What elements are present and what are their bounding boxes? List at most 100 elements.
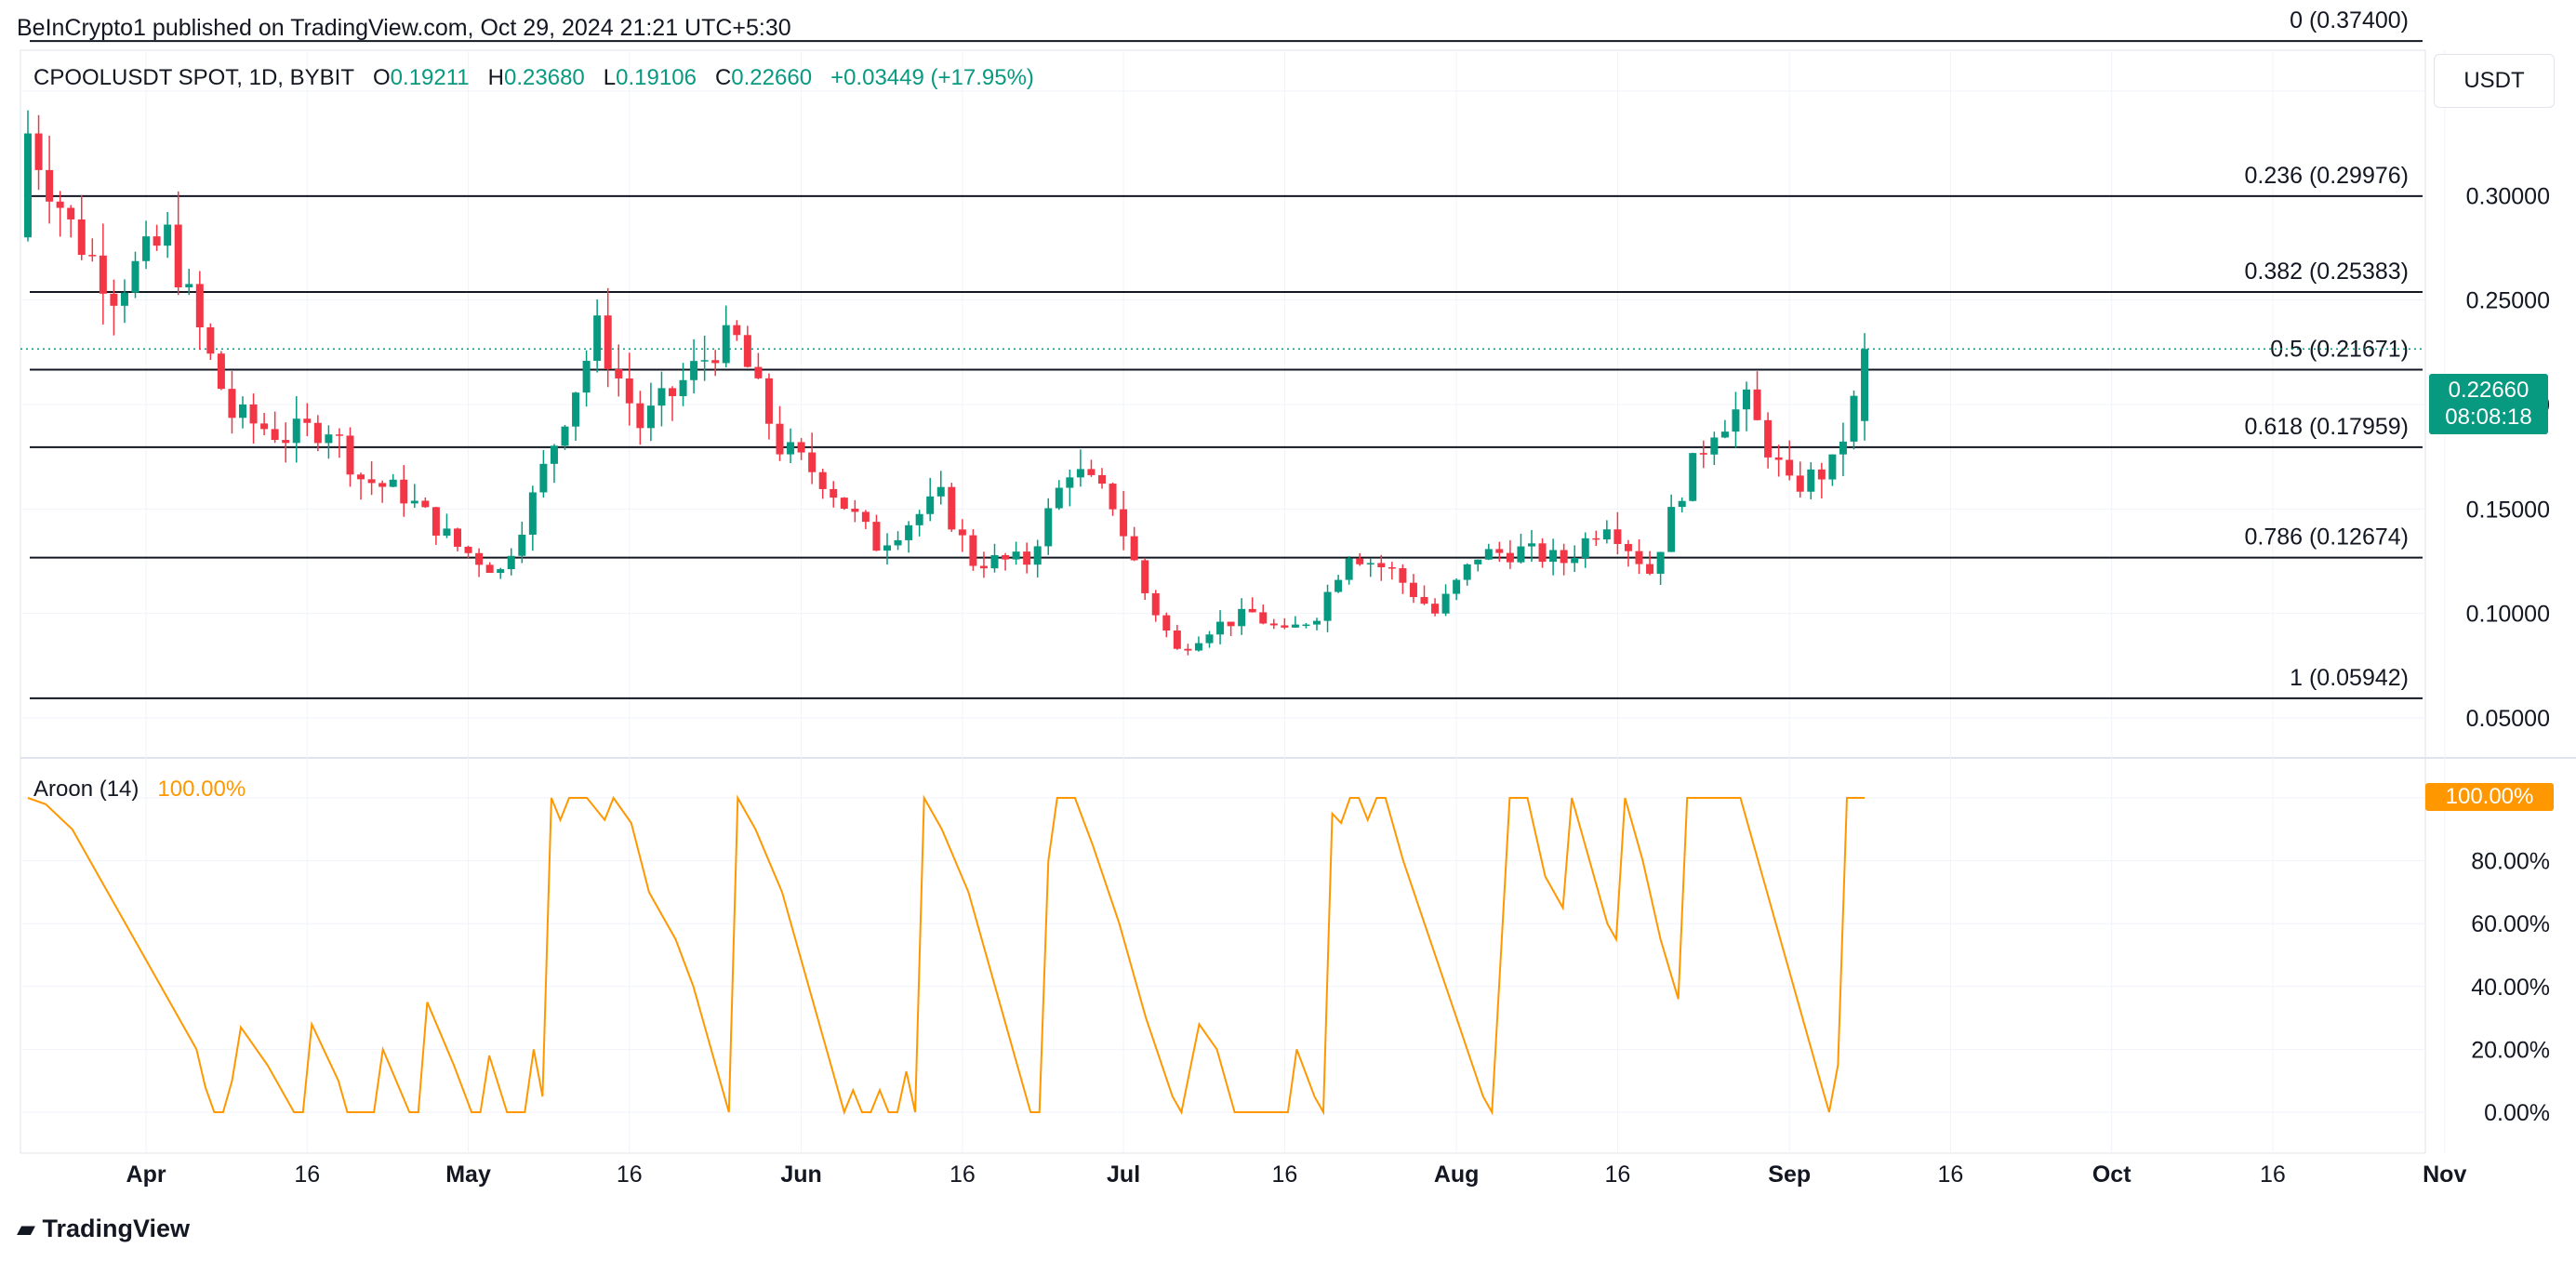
candle-body bbox=[1044, 508, 1053, 547]
high-label: H bbox=[487, 65, 505, 90]
currency-button[interactable]: USDT bbox=[2434, 54, 2555, 108]
candle-body bbox=[722, 325, 730, 364]
open-value: 0.19211 bbox=[390, 65, 470, 90]
candle bbox=[335, 428, 343, 458]
candle-body bbox=[1269, 623, 1278, 626]
candle-body bbox=[24, 133, 32, 238]
candle bbox=[228, 371, 236, 434]
aroon-tick-label: 20.00% bbox=[2471, 1037, 2550, 1063]
aroon-up-line bbox=[27, 794, 1866, 1116]
candle-body bbox=[153, 236, 161, 246]
candle bbox=[164, 211, 172, 259]
candle-body bbox=[669, 388, 676, 396]
candle-body bbox=[518, 534, 526, 556]
candle bbox=[776, 405, 784, 461]
candle bbox=[636, 391, 644, 445]
candle-body bbox=[34, 133, 43, 170]
candle bbox=[1581, 532, 1589, 568]
candle-body bbox=[936, 486, 945, 497]
candle bbox=[1850, 390, 1858, 450]
candle-body bbox=[582, 360, 591, 393]
candle bbox=[593, 299, 602, 373]
aroon-tick-label: 40.00% bbox=[2471, 975, 2550, 1001]
candle-body bbox=[110, 293, 118, 306]
candle-body bbox=[131, 260, 139, 293]
candle bbox=[1044, 498, 1053, 555]
candle bbox=[389, 473, 397, 488]
candle-body bbox=[1162, 615, 1171, 630]
aroon-tick-label: 60.00% bbox=[2471, 911, 2550, 937]
candle-body bbox=[260, 423, 269, 430]
candle-body bbox=[787, 442, 795, 455]
candle bbox=[808, 432, 817, 484]
candle bbox=[1786, 440, 1794, 481]
fib-level-label: 0.786 (0.12674) bbox=[2244, 524, 2409, 551]
candle bbox=[1732, 392, 1740, 448]
price-tick-label: 0.15000 bbox=[2466, 497, 2550, 523]
candle-body bbox=[1076, 469, 1084, 478]
candle-body bbox=[679, 379, 687, 396]
candle-body bbox=[1656, 551, 1665, 574]
candle-body bbox=[1205, 634, 1214, 644]
candle-body bbox=[797, 442, 805, 453]
candle-body bbox=[1571, 557, 1579, 564]
candle bbox=[1259, 604, 1268, 625]
candle-body bbox=[1850, 395, 1858, 442]
candle bbox=[539, 450, 548, 498]
candle-body bbox=[1710, 437, 1719, 455]
candle-body bbox=[1786, 459, 1794, 476]
tradingview-logo[interactable]: ▰ TradingView bbox=[17, 1215, 190, 1243]
candle bbox=[1689, 452, 1697, 502]
candle bbox=[926, 477, 935, 522]
candle-body bbox=[883, 545, 891, 551]
candle bbox=[1345, 556, 1353, 585]
candle-body bbox=[228, 389, 236, 418]
aroon-label[interactable]: Aroon (14) bbox=[33, 777, 139, 802]
candle bbox=[1538, 538, 1547, 568]
candle-body bbox=[894, 539, 902, 546]
candle-body bbox=[604, 315, 612, 369]
candle-body bbox=[1463, 564, 1471, 580]
candle-body bbox=[1313, 620, 1321, 625]
symbol-name[interactable]: CPOOLUSDT SPOT, 1D, BYBIT bbox=[33, 65, 354, 90]
candle-body bbox=[1796, 475, 1804, 492]
low-label: L bbox=[603, 65, 617, 90]
candle-body bbox=[1130, 536, 1138, 561]
candle bbox=[669, 386, 676, 421]
candle bbox=[550, 444, 558, 484]
candle bbox=[153, 224, 161, 251]
candle-body bbox=[99, 255, 107, 294]
candle bbox=[604, 287, 612, 388]
candle bbox=[948, 483, 956, 532]
candle bbox=[1753, 371, 1761, 421]
time-tick-label: Jul bbox=[1107, 1161, 1140, 1188]
candle bbox=[1399, 564, 1407, 594]
candle bbox=[883, 533, 891, 565]
candle bbox=[1710, 431, 1719, 466]
candle-body bbox=[926, 496, 935, 514]
candle-body bbox=[400, 479, 408, 504]
candle-body bbox=[239, 404, 246, 418]
plot-frame bbox=[20, 49, 2426, 1154]
candle bbox=[722, 305, 730, 368]
candle bbox=[1173, 624, 1181, 650]
candle-body bbox=[56, 201, 64, 208]
candle-body bbox=[292, 418, 300, 444]
candle bbox=[936, 471, 945, 505]
candle bbox=[120, 279, 128, 324]
change-value: +0.03449 (+17.95%) bbox=[830, 65, 1034, 90]
candlestick-series bbox=[24, 110, 1869, 656]
candle-body bbox=[1431, 604, 1440, 614]
candle bbox=[378, 480, 387, 503]
bar-countdown: 08:08:18 bbox=[2445, 405, 2532, 430]
candle-body bbox=[249, 404, 258, 424]
candle bbox=[646, 382, 655, 442]
candle-body bbox=[1033, 546, 1042, 565]
candle-body bbox=[872, 522, 881, 551]
candle-body bbox=[539, 463, 548, 493]
candle-body bbox=[1720, 431, 1729, 438]
candle-body bbox=[1441, 593, 1450, 614]
candle-body bbox=[1732, 409, 1740, 432]
candle-body bbox=[497, 569, 505, 574]
